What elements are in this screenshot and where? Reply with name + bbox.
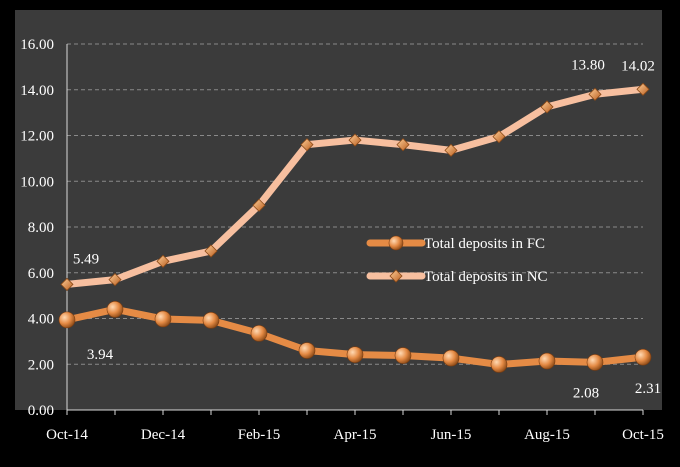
y-tick-label: 4.00 <box>28 312 54 328</box>
plot-area <box>15 10 662 410</box>
tick-labels: 0.00 2.00 4.00 6.00 8.00 10.00 12.00 14.00 16.00… <box>20 37 664 443</box>
nc-point-marker <box>636 82 650 96</box>
data-label: 2.08 <box>573 385 599 401</box>
y-tick-label: 16.00 <box>20 37 54 53</box>
nc-point-marker <box>588 87 602 101</box>
fc-point-marker <box>394 347 412 364</box>
axes <box>66 44 644 415</box>
nc-point-marker <box>444 143 458 157</box>
y-tick-label: 2.00 <box>28 357 54 373</box>
x-tick-label: Oct-14 <box>46 427 88 443</box>
data-labels: 5.49 3.94 13.80 14.02 2.08 2.31 <box>73 57 661 401</box>
fc-point-marker <box>634 348 652 366</box>
nc-point-marker <box>540 100 554 114</box>
data-label: 5.49 <box>73 251 99 267</box>
legend-label: Total deposits in FC <box>424 236 545 252</box>
legend: Total deposits in FC Total deposits in NC <box>366 235 548 285</box>
nc-point-marker <box>60 277 74 291</box>
nc-point-marker <box>108 273 122 287</box>
fc-point-marker <box>490 356 508 373</box>
fc-point-marker <box>202 312 220 329</box>
legend-swatch-marker <box>388 235 404 251</box>
nc-point-marker <box>204 244 218 258</box>
fc-point-marker <box>154 310 172 328</box>
x-tick-label: Aug-15 <box>524 427 570 443</box>
y-tick-label: 0.00 <box>28 403 54 419</box>
x-tick-label: Apr-15 <box>333 427 376 443</box>
data-label: 13.80 <box>571 57 605 73</box>
nc-point-marker <box>492 130 506 144</box>
fc-point-marker <box>586 354 604 371</box>
fc-point-marker <box>298 342 316 359</box>
fc-point-marker <box>250 325 268 342</box>
legend-swatch-marker <box>389 269 403 283</box>
x-tick-label: Oct-15 <box>622 427 664 443</box>
nc-point-marker <box>348 133 362 147</box>
data-label: 3.94 <box>87 347 114 363</box>
fc-point-marker <box>58 311 76 329</box>
nc-point-marker <box>252 198 266 212</box>
y-tick-label: 12.00 <box>20 129 54 145</box>
y-tick-label: 10.00 <box>20 174 54 190</box>
x-tick-label: Jun-15 <box>431 427 472 443</box>
y-tick-label: 6.00 <box>28 266 54 282</box>
x-tick-label: Dec-14 <box>141 427 186 443</box>
nc-point-marker <box>156 254 170 268</box>
nc-point-marker <box>300 138 314 152</box>
y-tick-label: 14.00 <box>20 83 54 99</box>
series-markers <box>58 82 652 373</box>
x-tick-label: Feb-15 <box>238 427 281 443</box>
fc-point-marker <box>538 352 556 370</box>
fc-point-marker <box>106 301 124 318</box>
fc-point-marker <box>346 346 364 363</box>
y-tick-label: 8.00 <box>28 220 54 236</box>
data-label: 14.02 <box>621 58 655 74</box>
data-label: 2.31 <box>635 381 661 397</box>
fc-point-marker <box>442 349 460 367</box>
nc-point-marker <box>396 138 410 152</box>
legend-label: Total deposits in NC <box>424 269 548 285</box>
